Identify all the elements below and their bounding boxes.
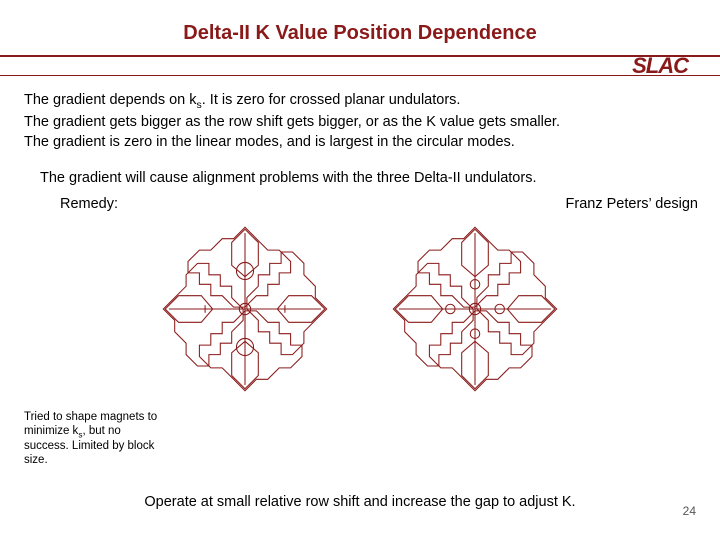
page-title: Delta-II K Value Position Dependence — [0, 0, 720, 55]
para-line-1: The gradient depends on ks. It is zero f… — [24, 91, 696, 113]
rule-bot — [0, 75, 720, 76]
undulator-diagram-right — [380, 214, 570, 404]
summary-line: The gradient will cause alignment proble… — [0, 156, 720, 190]
footnote-text: Tried to shape magnets to minimize ks, b… — [24, 411, 164, 468]
slac-logo: SLAC — [632, 53, 688, 79]
conclusion-line: Operate at small relative row shift and … — [0, 494, 720, 510]
para-line-3: The gradient is zero in the linear modes… — [24, 133, 696, 153]
body-paragraph: The gradient depends on ks. It is zero f… — [0, 77, 720, 156]
title-text: Delta-II K Value Position Dependence — [183, 22, 536, 44]
page-number: 24 — [683, 504, 696, 518]
diagram-row — [0, 212, 720, 404]
diagram-labels-row: Remedy: Franz Peters’ design — [0, 190, 720, 212]
para-1a: The gradient depends on k — [24, 92, 197, 108]
remedy-label: Remedy: — [60, 196, 118, 212]
undulator-diagram-left — [150, 214, 340, 404]
para-line-2: The gradient gets bigger as the row shif… — [24, 113, 696, 133]
design-credit-label: Franz Peters’ design — [566, 196, 698, 212]
rule-top — [0, 55, 720, 57]
para-1b: . It is zero for crossed planar undulato… — [202, 92, 461, 108]
header-divider: SLAC — [0, 55, 720, 77]
